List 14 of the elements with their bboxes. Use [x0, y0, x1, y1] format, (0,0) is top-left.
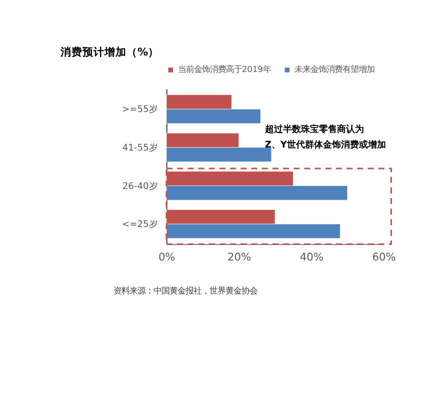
text: 资料来源：中国黄金报社，世界黄金协会 — [114, 285, 258, 296]
x-tick-label: 0% — [158, 251, 176, 264]
annotation: 超过半数珠宝零售商认为 — [264, 124, 364, 136]
y-tick-label: >=55岁 — [122, 104, 158, 116]
chart-title: 消费预计增加（%） — [60, 46, 160, 59]
x-tick-label: 40% — [300, 251, 324, 264]
y-tick-label: 26-40岁 — [122, 180, 158, 192]
annotation: Z、Y世代群体金饰消费或增加 — [264, 139, 386, 150]
x-tick-label: 60% — [372, 251, 396, 264]
y-tick-label: <=25岁 — [122, 219, 158, 230]
x-tick-label: 20% — [227, 251, 251, 264]
legend-label: 未来金饰消费有望增加 — [294, 64, 374, 74]
legend-label: 当前金饰消费高于2019年 — [178, 64, 271, 74]
y-tick-label: 41-55岁 — [122, 142, 158, 154]
